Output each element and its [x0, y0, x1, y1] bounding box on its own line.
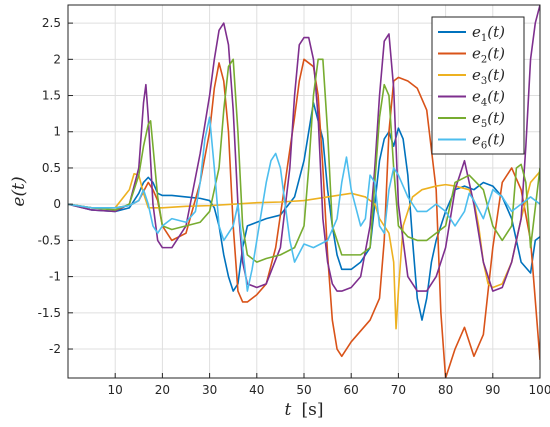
x-tick-label: 60 [344, 383, 359, 397]
legend-label-e1: e1(t) [472, 23, 505, 44]
legend-label-e2: e2(t) [472, 45, 505, 66]
legend-label-e4: e4(t) [472, 88, 505, 109]
x-axis-label-unit: [s] [301, 400, 323, 420]
y-tick-label: 1 [53, 125, 61, 139]
x-axis-label-symbol: t [285, 400, 292, 420]
axis-ticks: 10 20 30 40 50 60 70 80 90 100 -2 -1.5 -1 -0.5 0 0.5 1 1.… [38, 16, 550, 397]
x-tick-label: 70 [391, 383, 406, 397]
x-tick-label: 100 [529, 383, 550, 397]
series-line-e2 [68, 58, 540, 378]
legend-label-e5: e5(t) [472, 109, 505, 130]
legend-label-e6: e6(t) [472, 131, 505, 152]
x-tick-label: 20 [155, 383, 170, 397]
x-axis-label: t [s] [285, 400, 324, 420]
grid-lines [68, 5, 541, 378]
axis-labels: t [s] e(t) [9, 176, 323, 420]
series-lines [68, 5, 540, 378]
y-tick-label: -2 [49, 342, 61, 356]
y-tick-label: 0.5 [42, 161, 61, 175]
x-tick-label: 40 [249, 383, 264, 397]
x-tick-label: 80 [438, 383, 453, 397]
legend-box [431, 16, 525, 155]
y-tick-label: 2.5 [42, 16, 61, 30]
y-tick-label: 2 [53, 52, 61, 66]
series-line-e5 [68, 58, 540, 263]
y-tick-label: 1.5 [42, 89, 61, 103]
x-tick-label: 90 [485, 383, 500, 397]
series-line-e4 [68, 5, 540, 292]
x-tick-label: 10 [108, 383, 123, 397]
x-tick-label: 30 [202, 383, 217, 397]
y-tick-label: 0 [53, 197, 61, 211]
y-tick-label: -1 [49, 270, 61, 284]
x-tick-label: 50 [296, 383, 311, 397]
legend: e1(t)e2(t)e3(t)e4(t)e5(t)e6(t) [431, 16, 525, 155]
y-tick-label: -1.5 [38, 306, 61, 320]
y-tick-label: -0.5 [38, 233, 61, 247]
y-axis-label: e(t) [9, 176, 29, 206]
series-line-e6 [68, 116, 540, 292]
legend-label-e3: e3(t) [472, 66, 505, 87]
